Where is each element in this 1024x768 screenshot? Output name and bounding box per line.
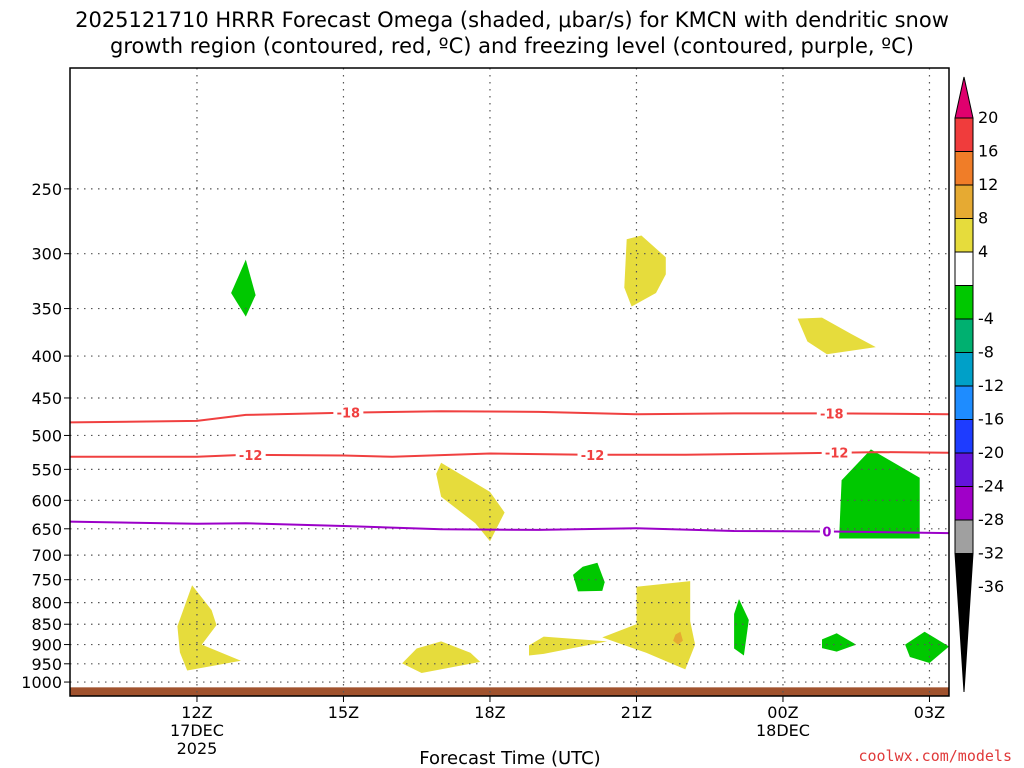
colorbar-box-4 xyxy=(954,218,974,253)
colorbar-label-6: -4 xyxy=(978,309,994,328)
contour-freezing-level xyxy=(69,520,950,535)
x-tick-date-00Z: 18DEC xyxy=(756,721,810,740)
contour-dgz-minus18 xyxy=(69,410,950,424)
colorbar-box-11 xyxy=(954,452,974,487)
contour-dgz-minus12 xyxy=(70,451,950,458)
colorbar-label-11: -24 xyxy=(978,477,1004,496)
y-tick-label-400: 400 xyxy=(31,347,62,366)
contour-label-dgz-minus12-1: -12 xyxy=(239,449,263,464)
colorbar-box-7 xyxy=(954,318,974,353)
y-tick-label-900: 900 xyxy=(31,636,62,655)
colorbar-label-4: 8 xyxy=(978,209,988,228)
colorbar-label-12: -28 xyxy=(978,510,1004,529)
x-tick-label-18Z: 18Z xyxy=(474,703,505,722)
omega-region-12 xyxy=(734,599,749,656)
y-tick-label-250: 250 xyxy=(31,180,62,199)
contour-label-dgz-minus18-1: -18 xyxy=(337,407,361,422)
x-axis-title: Forecast Time (UTC) xyxy=(419,748,600,768)
y-tick-label-1000: 1000 xyxy=(21,673,62,692)
x-tick-label-15Z: 15Z xyxy=(328,703,359,722)
omega-region-14 xyxy=(905,631,949,663)
colorbar-box-1 xyxy=(954,117,974,152)
colorbar-label-5: 4 xyxy=(978,242,988,261)
x-tick-date-12Z: 17DEC xyxy=(170,721,224,740)
colorbar-box-9 xyxy=(954,385,974,420)
omega-region-2 xyxy=(797,317,876,355)
colorbar-cap-bottom xyxy=(954,553,974,693)
credit-text: coolwx.com/models xyxy=(858,747,1012,765)
chart-title-line1: 2025121710 HRRR Forecast Omega (shaded, … xyxy=(75,8,949,32)
y-tick-label-950: 950 xyxy=(31,655,62,674)
colorbar-label-13: -32 xyxy=(978,544,1004,563)
omega-region-1 xyxy=(624,235,666,307)
colorbar-label-7: -8 xyxy=(978,343,994,362)
colorbar-box-10 xyxy=(954,419,974,454)
plot-area xyxy=(70,68,949,696)
y-tick-label-500: 500 xyxy=(31,426,62,445)
x-tick-label-21Z: 21Z xyxy=(621,703,652,722)
contour-label-dgz-minus12-3: -12 xyxy=(825,447,849,462)
contour-label-bg-dgz-minus12-3 xyxy=(821,444,852,461)
y-tick-label-800: 800 xyxy=(31,594,62,613)
omega-region-8 xyxy=(529,636,608,656)
colorbar-box-5 xyxy=(954,251,974,286)
contour-label-dgz-minus12-2: -12 xyxy=(581,449,605,464)
colorbar-cap-top xyxy=(954,76,974,119)
colorbar-label-1: 20 xyxy=(978,108,998,127)
y-tick-label-850: 850 xyxy=(31,615,62,634)
x-tick-label-12Z: 12Z xyxy=(181,703,212,722)
omega-region-5 xyxy=(673,631,683,645)
y-tick-label-700: 700 xyxy=(31,546,62,565)
contour-label-freezing-level-1: 0 xyxy=(822,525,831,540)
colorbar-box-3 xyxy=(954,184,974,219)
contour-label-dgz-minus18-2: -18 xyxy=(820,407,844,422)
contour-label-bg-dgz-minus12-2 xyxy=(577,446,608,463)
colorbar-box-2 xyxy=(954,151,974,186)
omega-region-3 xyxy=(436,462,505,542)
y-tick-label-750: 750 xyxy=(31,571,62,590)
contour-label-bg-dgz-minus18-2 xyxy=(816,405,847,422)
colorbar-label-8: -12 xyxy=(978,376,1004,395)
colorbar-label-9: -16 xyxy=(978,410,1004,429)
chart-title-line2: growth region (contoured, red, ºC) and f… xyxy=(110,34,914,58)
y-tick-label-450: 450 xyxy=(31,389,62,408)
terrain-ground xyxy=(70,687,949,696)
x-tick-label-00Z: 00Z xyxy=(767,703,798,722)
y-tick-label-300: 300 xyxy=(31,245,62,264)
omega-region-6 xyxy=(177,585,241,671)
contour-label-bg-dgz-minus18-1 xyxy=(333,404,364,421)
colorbar-box-6 xyxy=(954,285,974,320)
y-tick-label-600: 600 xyxy=(31,491,62,510)
omega-region-13 xyxy=(822,633,857,652)
omega-region-7 xyxy=(402,641,481,673)
colorbar-label-14: -36 xyxy=(978,577,1004,596)
colorbar-label-3: 12 xyxy=(978,175,998,194)
colorbar-box-13 xyxy=(954,519,974,554)
y-tick-label-650: 650 xyxy=(31,520,62,539)
omega-region-10 xyxy=(573,562,605,592)
y-tick-label-550: 550 xyxy=(31,460,62,479)
x-tick-year-12Z: 2025 xyxy=(177,739,218,758)
x-tick-label-03Z: 03Z xyxy=(914,703,945,722)
y-tick-label-350: 350 xyxy=(31,300,62,319)
omega-region-11 xyxy=(839,449,920,539)
colorbar-box-12 xyxy=(954,486,974,521)
contour-label-bg-dgz-minus12-1 xyxy=(235,446,266,463)
omega-region-9 xyxy=(231,259,256,317)
colorbar-label-10: -20 xyxy=(978,443,1004,462)
omega-region-4 xyxy=(602,581,696,670)
contour-label-bg-freezing-level-1 xyxy=(819,523,834,540)
colorbar-box-8 xyxy=(954,352,974,387)
colorbar-label-2: 16 xyxy=(978,142,998,161)
plot-frame xyxy=(69,67,950,697)
